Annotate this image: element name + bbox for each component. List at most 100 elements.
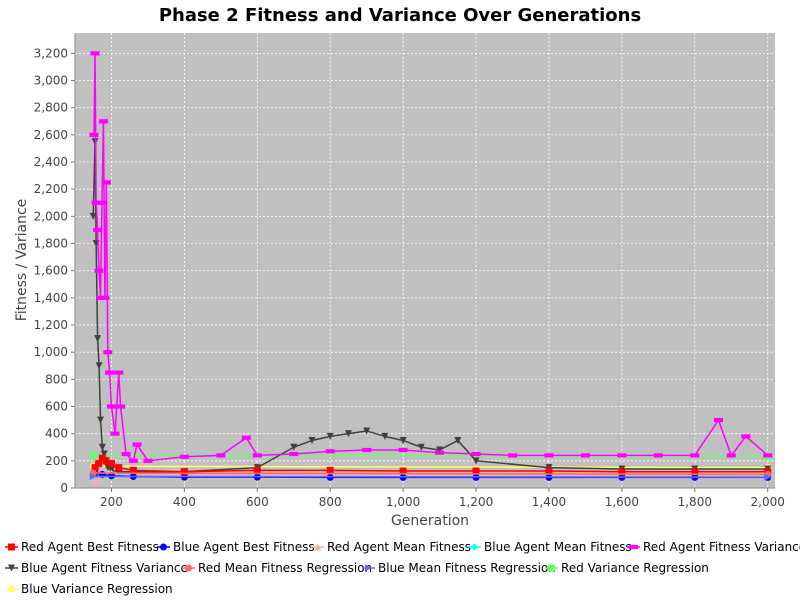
series-line [93,465,768,469]
data-point [690,453,700,458]
data-point [128,458,138,463]
series-red-agent-fitness-variance [89,51,773,463]
data-point [114,370,124,375]
x-tick-label: 400 [173,495,196,509]
data-point [110,431,120,436]
data-point [741,434,751,439]
legend-item: Red Agent Mean Fitness [311,540,471,554]
data-point [95,460,103,468]
series-blue-mean-fitness-regression [89,472,772,481]
axes: 0 200 400 600 800 1,000 1,200 1,400 1,600 1,800 2,… [34,33,785,509]
data-point [89,451,97,459]
data-point [94,335,102,343]
data-point [102,457,110,465]
data-point [508,453,517,458]
data-point [617,453,627,458]
data-point [91,477,99,485]
data-point [691,468,699,476]
data-point [381,432,389,440]
data-point [726,453,736,458]
x-tick-label: 200 [100,495,123,509]
data-point [399,467,407,475]
data-point [544,453,554,458]
legend-marker [365,564,372,572]
data-point [545,467,553,475]
x-tick-label: 1,600 [605,495,639,509]
legend-item: Red Agent Fitness Variance [627,540,800,554]
data-point [713,417,723,423]
y-tick-label: 2,600 [34,128,68,142]
data-point [97,200,107,205]
legend-marker [185,564,192,572]
data-point [344,430,352,438]
plot-area [75,33,775,488]
data-point [94,268,104,273]
grid-lines [75,33,775,489]
legend-marker [8,564,15,572]
data-point [100,450,108,458]
data-point [618,468,626,476]
data-point [97,416,105,424]
legend-label: Blue Variance Regression [21,582,173,596]
data-point [241,435,251,440]
data-point [325,449,335,454]
data-point [436,446,444,454]
data-point [115,464,123,472]
data-point [89,472,97,480]
legend-label: Blue Agent Mean Fitness [484,540,632,554]
y-tick-label: 2,400 [34,155,68,169]
data-point [132,442,142,447]
legend-label: Red Variance Regression [561,561,709,575]
legend-item: Blue Agent Mean Fitness [468,540,632,554]
series-layer [89,51,773,485]
legend-item: Blue Agent Fitness Variance [5,561,188,575]
data-point [90,51,100,56]
y-tick-label: 2,000 [34,209,68,223]
y-tick-label: 400 [45,427,68,441]
data-point [105,370,115,375]
data-point [653,453,663,458]
data-point [91,200,101,205]
data-point [580,453,590,458]
legend-label: Red Agent Best Fitness [21,540,159,554]
data-point [216,453,226,458]
y-tick-label: 2,200 [34,182,68,196]
data-point [763,453,773,458]
y-tick-label: 1,400 [34,291,68,305]
legend-label: Blue Agent Best Fitness [173,540,315,554]
data-point [308,436,316,444]
data-point [326,466,334,474]
legend-marker [471,543,478,551]
data-point [93,227,103,233]
data-point [129,466,137,474]
data-point [472,457,480,465]
data-point [107,460,115,468]
legend-item: Blue Variance Regression [5,582,173,596]
legend-item: Red Mean Fitness Regression [182,561,372,575]
data-point [89,132,99,137]
data-point [100,295,110,300]
legend-marker [8,585,15,593]
data-point [116,404,126,409]
y-tick-label: 1,800 [34,237,68,251]
y-tick-label: 1,200 [34,318,68,332]
data-point [398,447,408,453]
legend-item: Red Agent Best Fitness [5,540,159,554]
legend-item: Blue Agent Best Fitness [157,540,315,554]
data-point [764,473,772,481]
data-point [98,119,108,124]
x-tick-label: 1,800 [678,495,712,509]
x-tick-label: 1,200 [459,495,493,509]
data-point [95,362,103,370]
data-point [121,451,131,457]
legend-item: Red Variance Regression [545,561,709,575]
x-tick-label: 800 [319,495,342,509]
series-line [93,472,768,476]
data-point [471,451,481,457]
data-point [106,404,116,409]
chart-title: Phase 2 Fitness and Variance Over Genera… [159,5,641,26]
data-point [289,451,299,457]
data-point [252,453,262,458]
data-point [326,432,334,440]
legend-item: Blue Mean Fitness Regression [362,561,556,575]
